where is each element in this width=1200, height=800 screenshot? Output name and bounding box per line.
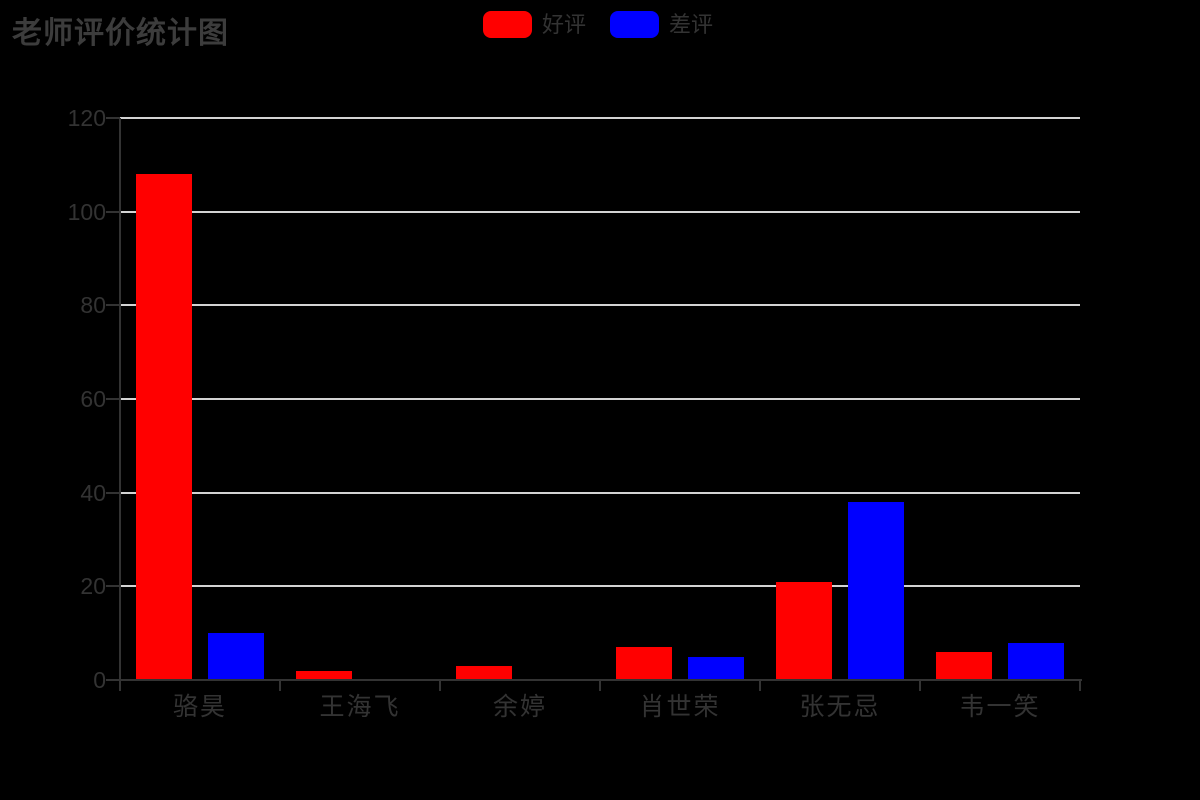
x-axis-tick [599,680,601,691]
y-tick-label: 40 [80,479,106,506]
chart-title: 老师评价统计图 [12,17,229,50]
y-axis-tick [106,304,120,307]
y-axis-tick [106,585,120,588]
bar-positive-王海飞 [296,670,352,680]
legend-item-positive[interactable]: 好评 [483,11,586,38]
y-axis-tick [106,117,120,119]
bar-positive-余婷 [456,665,512,680]
x-tick-label: 肖世荣 [639,693,721,721]
y-axis-tick [106,491,120,494]
x-axis-tick [759,680,761,691]
y-gridline [120,398,1080,400]
y-gridline [120,210,1080,213]
y-gridline [120,117,1080,119]
x-tick-label: 骆昊 [172,693,227,721]
y-tick-label: 100 [67,198,106,225]
y-tick-label: 80 [80,292,106,319]
y-axis-tick [106,398,120,400]
legend-swatch-icon [610,11,660,38]
y-axis-line [119,118,121,691]
bar-negative-张无忌 [848,502,904,680]
x-tick-label: 王海飞 [319,693,401,721]
y-gridline [120,585,1080,588]
bar-negative-韦一笑 [1008,642,1064,680]
y-axis-tick [106,679,120,681]
x-tick-label: 余婷 [492,693,547,721]
x-axis-line [119,679,1082,681]
x-axis-tick [279,680,281,691]
legend: 好评 差评 [483,11,713,38]
legend-swatch-icon [483,11,532,38]
bar-positive-韦一笑 [936,651,992,680]
y-tick-label: 20 [80,573,106,600]
bar-negative-骆昊 [208,633,264,680]
legend-label: 差评 [669,12,714,37]
bar-positive-骆昊 [136,174,192,680]
y-tick-label: 120 [67,105,106,131]
legend-label: 好评 [542,12,587,37]
bar-negative-肖世荣 [688,656,744,680]
bar-positive-张无忌 [776,581,832,680]
legend-item-negative[interactable]: 差评 [610,11,713,38]
x-tick-label: 韦一笑 [959,693,1041,721]
x-axis-tick [1079,680,1081,691]
x-axis-tick [439,680,441,691]
x-axis-tick [919,680,921,691]
y-gridline [120,491,1080,494]
x-tick-label: 张无忌 [799,693,881,721]
bar-positive-肖世荣 [616,647,672,680]
y-gridline [120,304,1080,307]
y-axis-tick [106,210,120,213]
y-tick-label: 0 [93,667,106,693]
y-tick-label: 60 [80,386,106,412]
